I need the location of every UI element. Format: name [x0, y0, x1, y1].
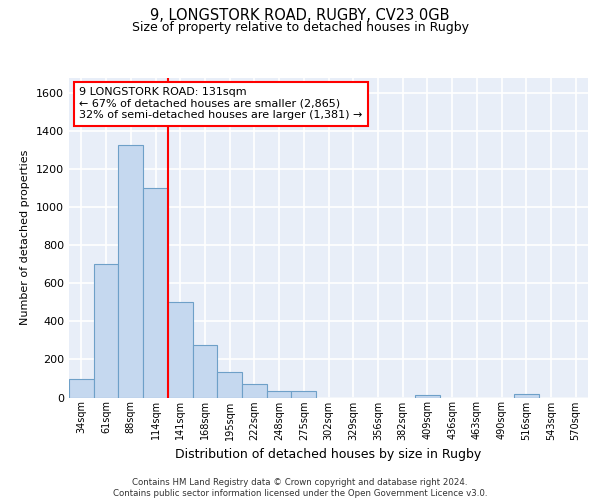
Bar — [292, 391, 316, 398]
Text: 9 LONGSTORK ROAD: 131sqm
← 67% of detached houses are smaller (2,865)
32% of sem: 9 LONGSTORK ROAD: 131sqm ← 67% of detach… — [79, 87, 363, 120]
Bar — [514, 394, 539, 398]
Bar — [217, 372, 242, 398]
Text: Contains HM Land Registry data © Crown copyright and database right 2024.
Contai: Contains HM Land Registry data © Crown c… — [113, 478, 487, 498]
Text: Size of property relative to detached houses in Rugby: Size of property relative to detached ho… — [131, 21, 469, 34]
Y-axis label: Number of detached properties: Number of detached properties — [20, 150, 31, 325]
X-axis label: Distribution of detached houses by size in Rugby: Distribution of detached houses by size … — [175, 448, 482, 461]
Bar — [94, 264, 118, 398]
Bar — [168, 302, 193, 398]
Bar — [69, 380, 94, 398]
Bar — [242, 384, 267, 398]
Bar — [267, 391, 292, 398]
Bar — [143, 188, 168, 398]
Bar — [118, 145, 143, 398]
Bar — [415, 394, 440, 398]
Bar — [193, 345, 217, 398]
Text: 9, LONGSTORK ROAD, RUGBY, CV23 0GB: 9, LONGSTORK ROAD, RUGBY, CV23 0GB — [150, 8, 450, 22]
